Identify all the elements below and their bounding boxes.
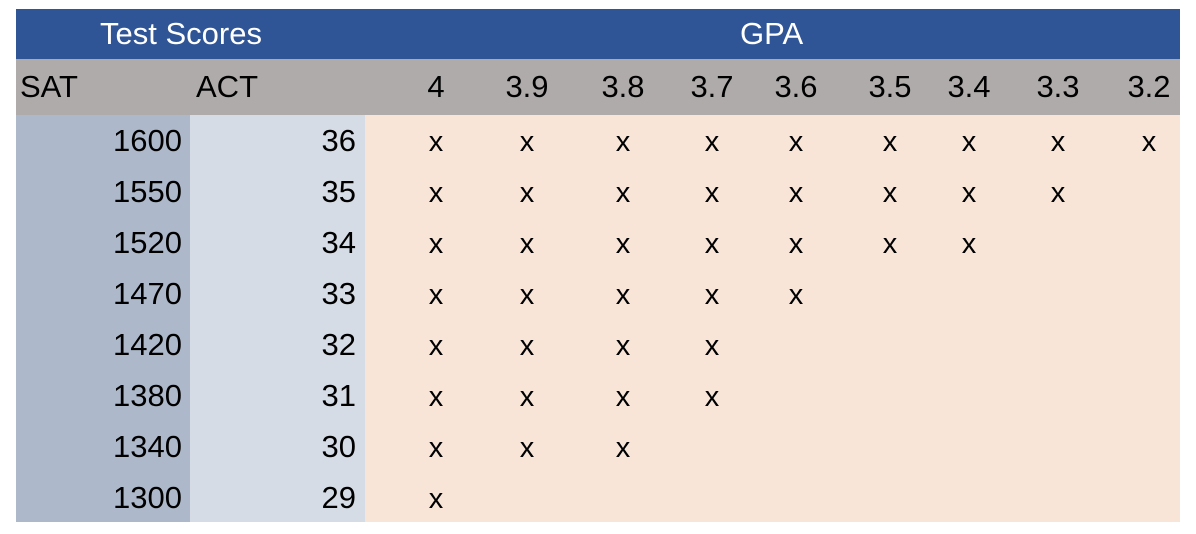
gpa-level-header: 3.7 [690,69,734,104]
test-scores-header: Test Scores [100,16,262,51]
eligibility-mark: x [788,177,804,209]
gpa-level-header: 3.9 [505,69,549,104]
eligibility-mark: x [519,330,535,362]
eligibility-mark: x [704,381,720,413]
eligibility-mark: x [961,126,977,158]
gpa-level-header: 3.3 [1036,69,1080,104]
act-score-cell: 35 [321,174,356,209]
gpa-level-header: 3.2 [1127,69,1171,104]
eligibility-mark: x [428,432,444,464]
eligibility-mark: x [519,381,535,413]
sat-score-cell: 1520 [113,225,182,260]
eligibility-mark: x [1141,126,1157,158]
sat-score-cell: 1470 [113,276,182,311]
eligibility-mark: x [882,228,898,260]
sat-score-cell: 1380 [113,378,182,413]
sat-score-cell: 1340 [113,429,182,464]
subheader-row [16,59,1180,115]
eligibility-mark: x [428,126,444,158]
gpa-level-header: 3.5 [868,69,912,104]
sat-score-cell: 1300 [113,480,182,515]
eligibility-mark: x [519,432,535,464]
eligibility-mark: x [615,228,631,260]
sat-score-cell: 1600 [113,123,182,158]
eligibility-mark: x [428,177,444,209]
eligibility-mark: x [1050,177,1066,209]
eligibility-mark: x [1050,126,1066,158]
act-score-cell: 34 [321,225,356,260]
eligibility-mark: x [428,381,444,413]
eligibility-mark: x [428,330,444,362]
eligibility-mark: x [428,279,444,311]
eligibility-mark: x [961,228,977,260]
eligibility-mark: x [788,126,804,158]
eligibility-mark: x [704,228,720,260]
eligibility-mark: x [615,432,631,464]
header-row [16,9,1180,59]
act-score-cell: 32 [321,327,356,362]
act-score-cell: 36 [321,123,356,158]
act-column [190,115,365,522]
eligibility-mark: x [615,177,631,209]
eligibility-mark: x [704,279,720,311]
act-column-header: ACT [196,69,258,104]
gpa-eligibility-area [365,115,1180,522]
eligibility-mark: x [788,228,804,260]
eligibility-mark: x [615,330,631,362]
eligibility-mark: x [704,177,720,209]
eligibility-mark: x [882,126,898,158]
eligibility-mark: x [704,126,720,158]
eligibility-mark: x [519,228,535,260]
eligibility-mark: x [519,177,535,209]
sat-column-header: SAT [20,69,78,104]
eligibility-mark: x [704,330,720,362]
eligibility-mark: x [961,177,977,209]
act-score-cell: 33 [321,276,356,311]
gpa-level-header: 3.4 [947,69,991,104]
eligibility-mark: x [788,279,804,311]
eligibility-mark: x [428,483,444,515]
sat-column [16,115,190,522]
eligibility-mark: x [882,177,898,209]
gpa-header: GPA [740,16,804,51]
sat-score-cell: 1550 [113,174,182,209]
eligibility-mark: x [615,381,631,413]
gpa-level-header: 3.6 [774,69,818,104]
admissions-table: Test Scores GPA SAT ACT 4 3.9 3.8 3.7 3.6 3.5… [16,9,1180,522]
eligibility-mark: x [519,279,535,311]
eligibility-mark: x [519,126,535,158]
act-score-cell: 30 [321,429,356,464]
eligibility-mark: x [615,126,631,158]
gpa-level-header: 3.8 [601,69,645,104]
eligibility-mark: x [615,279,631,311]
sat-score-cell: 1420 [113,327,182,362]
eligibility-mark: x [428,228,444,260]
gpa-level-header: 4 [427,69,445,104]
act-score-cell: 29 [321,480,356,515]
act-score-cell: 31 [321,378,356,413]
